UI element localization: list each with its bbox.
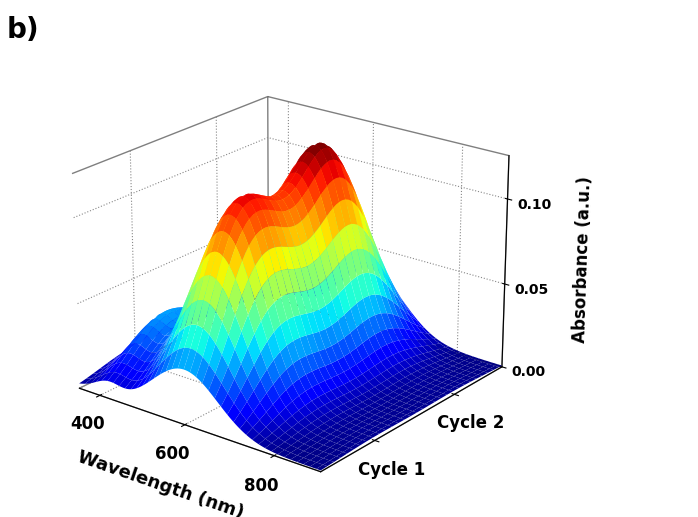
Text: b): b) [7, 16, 40, 43]
X-axis label: Wavelength (nm): Wavelength (nm) [75, 448, 246, 517]
